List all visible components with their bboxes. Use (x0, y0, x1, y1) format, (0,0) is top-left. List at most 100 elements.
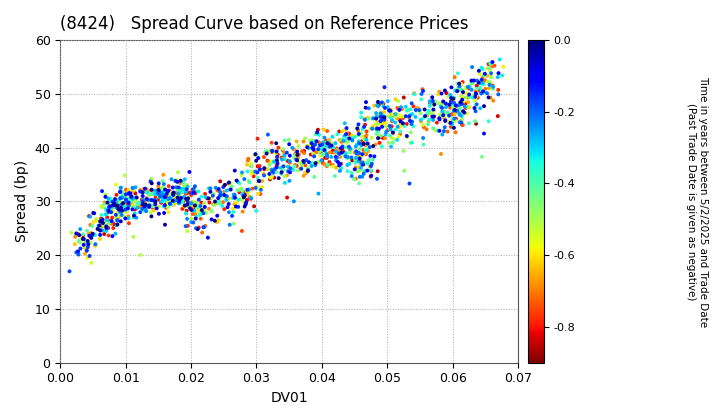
Point (467, 64, 478, 71)
Point (164, 198, 176, 205)
Point (123, 220, 135, 226)
Point (359, 116, 371, 123)
Point (161, 194, 173, 201)
Point (359, 168, 370, 175)
Point (464, 91, 475, 98)
Point (96, 227, 108, 234)
Point (355, 164, 366, 171)
Point (487, 86, 499, 92)
Point (433, 127, 445, 134)
Point (487, 84, 498, 90)
Point (418, 88, 429, 94)
Point (395, 118, 406, 125)
Point (327, 163, 338, 170)
Point (467, 92, 479, 99)
Point (450, 102, 462, 109)
Point (258, 154, 270, 160)
Point (288, 146, 300, 152)
Point (192, 204, 203, 211)
Point (372, 114, 384, 121)
Point (168, 192, 179, 198)
Point (303, 159, 315, 165)
Point (193, 224, 204, 231)
Point (365, 163, 377, 169)
Point (471, 93, 482, 100)
Point (145, 197, 157, 203)
Point (331, 146, 343, 153)
Point (127, 234, 139, 240)
Point (351, 148, 362, 155)
Point (471, 101, 482, 108)
Point (308, 142, 320, 148)
Point (376, 113, 387, 120)
Point (140, 195, 152, 202)
Point (219, 181, 230, 188)
Point (355, 152, 366, 158)
Point (384, 114, 396, 121)
Point (438, 114, 449, 121)
Point (231, 195, 243, 202)
Point (73, 232, 85, 239)
Point (184, 205, 196, 212)
Point (167, 184, 179, 191)
Point (182, 198, 194, 205)
Point (135, 187, 146, 194)
Point (271, 157, 283, 164)
Point (300, 170, 312, 176)
Point (248, 203, 260, 210)
Point (359, 123, 370, 130)
Point (188, 186, 199, 192)
Point (142, 197, 153, 203)
Point (192, 201, 203, 208)
Point (187, 219, 199, 226)
Point (321, 128, 333, 134)
Point (178, 186, 189, 192)
Point (250, 151, 261, 158)
Point (162, 196, 174, 202)
Point (186, 186, 198, 193)
Point (383, 107, 395, 114)
Point (234, 180, 246, 186)
Point (145, 202, 157, 209)
Point (264, 170, 275, 177)
Point (164, 189, 176, 196)
Point (326, 141, 338, 147)
Point (428, 107, 440, 114)
Point (78, 232, 89, 239)
Point (487, 82, 498, 89)
Point (376, 112, 387, 118)
Point (321, 142, 333, 149)
Point (125, 197, 137, 204)
Point (266, 147, 278, 154)
Point (174, 199, 185, 206)
Point (471, 77, 482, 84)
Point (365, 173, 377, 180)
Point (146, 175, 158, 182)
Point (216, 193, 228, 199)
Point (457, 121, 469, 128)
Point (454, 108, 465, 114)
Point (125, 190, 136, 197)
Point (255, 186, 266, 193)
Point (423, 109, 435, 116)
Point (209, 218, 220, 224)
Point (157, 195, 168, 202)
Point (105, 200, 117, 207)
Point (164, 192, 176, 199)
Point (452, 85, 464, 92)
Point (462, 84, 474, 90)
Point (269, 157, 281, 164)
Point (354, 180, 365, 187)
Point (346, 169, 357, 176)
Point (291, 163, 302, 169)
Point (225, 186, 236, 193)
Point (153, 194, 165, 200)
Point (119, 202, 130, 209)
Point (270, 150, 282, 157)
Point (130, 206, 141, 213)
Point (460, 105, 472, 111)
Point (221, 197, 233, 203)
Point (186, 219, 197, 226)
Point (330, 148, 342, 155)
Point (153, 191, 164, 197)
